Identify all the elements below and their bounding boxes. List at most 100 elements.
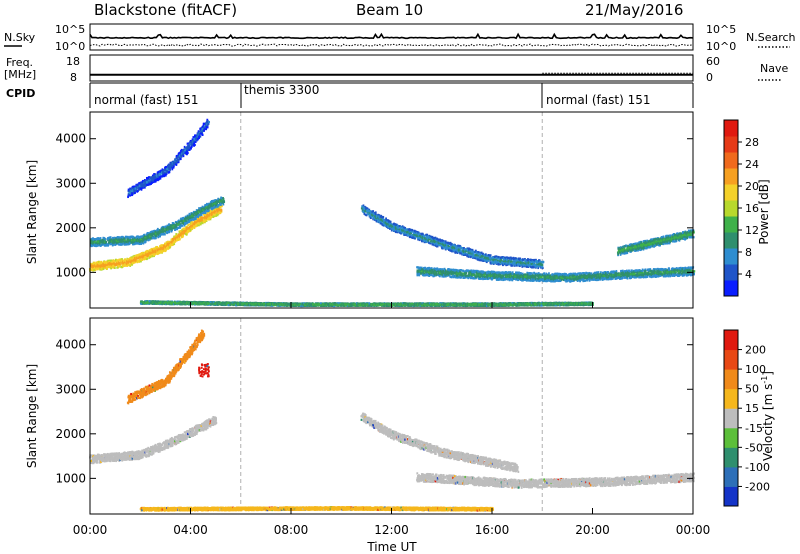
range-cell xyxy=(151,176,153,180)
range-cell xyxy=(371,210,374,214)
range-cell xyxy=(449,247,452,250)
range-cell xyxy=(434,267,437,270)
feature-afternoon-arc xyxy=(360,204,545,270)
range-cell xyxy=(153,253,156,257)
range-cell xyxy=(438,240,441,243)
range-cell xyxy=(524,261,527,264)
range-cell xyxy=(149,255,152,259)
range-cell xyxy=(204,213,207,216)
range-cell xyxy=(418,238,421,242)
range-cell xyxy=(145,235,148,239)
range-cell xyxy=(383,219,385,222)
range-cell xyxy=(440,240,443,243)
range-cell xyxy=(500,271,502,274)
range-cell xyxy=(395,223,398,226)
range-cell xyxy=(113,266,116,270)
range-cell xyxy=(212,207,215,210)
range-cell xyxy=(378,219,381,222)
range-cell xyxy=(142,239,144,242)
range-cell xyxy=(362,204,365,207)
range-cell xyxy=(430,273,433,276)
range-cell xyxy=(164,247,166,251)
range-cell xyxy=(442,245,445,249)
range-cell xyxy=(138,242,141,246)
range-cell xyxy=(505,275,508,278)
range-cell xyxy=(476,256,479,260)
range-cell xyxy=(204,216,206,219)
range-cell xyxy=(212,211,215,214)
range-cell xyxy=(440,271,443,274)
range-cell xyxy=(377,213,380,217)
range-cell xyxy=(133,188,136,191)
range-cell xyxy=(210,204,213,207)
range-cell xyxy=(459,252,462,255)
range-cell xyxy=(486,276,489,279)
range-cell xyxy=(381,223,384,226)
range-cell xyxy=(363,206,366,210)
range-cell xyxy=(95,242,97,245)
range-cell xyxy=(152,177,155,181)
range-cell xyxy=(479,255,482,258)
range-cell xyxy=(395,230,398,234)
range-cell xyxy=(139,258,141,261)
range-cell xyxy=(477,270,480,273)
range-cell xyxy=(93,268,96,272)
range-cell xyxy=(453,271,456,275)
range-cell xyxy=(130,189,133,192)
range-cell xyxy=(206,126,209,129)
range-cell xyxy=(374,218,376,222)
range-cell xyxy=(98,237,101,240)
range-cell xyxy=(213,215,216,218)
range-cell xyxy=(171,222,174,225)
range-cell xyxy=(98,264,100,267)
range-cell xyxy=(463,246,465,250)
range-cell xyxy=(454,269,457,272)
range-cell xyxy=(153,251,156,254)
range-cell xyxy=(507,260,510,263)
range-cell xyxy=(124,264,127,267)
date-title: 21/May/2016 xyxy=(585,1,683,19)
range-cell xyxy=(193,226,196,229)
range-cell xyxy=(189,228,192,232)
range-cell xyxy=(110,240,112,244)
range-cell xyxy=(418,232,421,235)
range-cell xyxy=(102,262,105,265)
range-cell xyxy=(112,259,115,262)
range-cell xyxy=(472,254,475,257)
range-cell xyxy=(195,219,198,222)
range-cell xyxy=(495,274,498,277)
range-cell xyxy=(404,230,407,233)
range-cell xyxy=(483,256,486,260)
range-cell xyxy=(427,235,430,239)
range-cell xyxy=(135,257,138,260)
range-cell xyxy=(460,251,463,254)
range-cell xyxy=(188,144,191,148)
nave-series-line xyxy=(90,72,693,82)
range-cell xyxy=(154,173,157,176)
range-cell xyxy=(109,236,112,239)
range-cell xyxy=(148,183,151,186)
range-cell xyxy=(104,266,106,270)
range-cell xyxy=(134,237,137,240)
range-cell xyxy=(187,219,190,222)
range-cell xyxy=(168,246,171,249)
freq-unit-label: [MHz] xyxy=(4,68,36,81)
range-cell xyxy=(188,227,190,230)
range-cell xyxy=(188,223,191,226)
range-cell xyxy=(370,211,373,214)
range-cell xyxy=(362,209,365,212)
range-cell xyxy=(193,142,196,145)
range-cell xyxy=(394,223,397,226)
range-cell xyxy=(171,226,174,230)
range-cell xyxy=(417,266,420,269)
range-cell xyxy=(523,264,526,267)
range-cell xyxy=(495,275,498,279)
range-cell xyxy=(175,238,177,241)
range-cell xyxy=(143,238,146,241)
range-cell xyxy=(451,248,454,251)
range-cell xyxy=(499,272,502,276)
range-cell xyxy=(154,235,156,238)
cpid-segment-3: normal (fast) 151 xyxy=(546,93,650,107)
range-cell xyxy=(137,240,140,243)
range-cell xyxy=(517,264,520,267)
